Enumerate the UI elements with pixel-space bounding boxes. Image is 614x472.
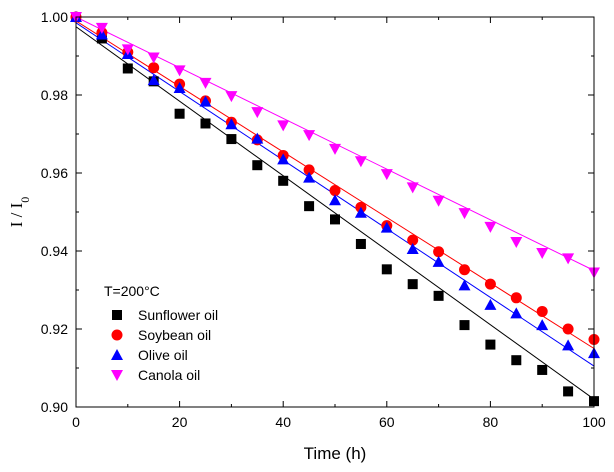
y-tick-label: 0.94	[41, 243, 68, 259]
data-point-canola-oil	[432, 195, 445, 207]
x-axis-title: Time (h)	[304, 444, 367, 463]
data-point-sunflower-oil	[252, 160, 263, 171]
x-tick-label: 80	[483, 414, 499, 430]
data-point-olive-oil	[562, 339, 575, 351]
fit-line-sunflower-oil	[75, 26, 595, 400]
data-point-soybean-oil	[433, 246, 445, 258]
legend-marker-soybean-oil	[111, 329, 123, 341]
legend-title: T=200°C	[104, 283, 160, 299]
legend-marker-sunflower-oil	[112, 310, 122, 320]
data-point-olive-oil	[406, 243, 419, 255]
data-point-olive-oil	[173, 81, 186, 93]
data-point-soybean-oil	[303, 164, 315, 176]
data-point-olive-oil	[354, 206, 367, 218]
y-axis-title: I / I0	[7, 197, 32, 228]
data-point-canola-oil	[354, 156, 367, 168]
legend-marker-olive-oil	[111, 349, 123, 360]
data-point-olive-oil	[251, 132, 264, 144]
data-point-canola-oil	[329, 143, 341, 155]
data-point-canola-oil	[199, 77, 212, 89]
x-tick-label: 60	[379, 414, 395, 430]
data-point-canola-oil	[251, 107, 264, 119]
data-point-olive-oil	[277, 153, 290, 165]
data-point-canola-oil	[303, 130, 316, 142]
data-point-sunflower-oil	[381, 264, 392, 275]
data-point-sunflower-oil	[330, 214, 340, 225]
data-point-sunflower-oil	[563, 386, 574, 397]
y-tick-label: 0.90	[41, 399, 68, 415]
data-point-sunflower-oil	[407, 279, 418, 290]
data-point-canola-oil	[406, 182, 419, 194]
data-point-sunflower-oil	[459, 320, 470, 331]
data-point-canola-oil	[510, 237, 523, 249]
x-tick-label: 0	[72, 414, 80, 430]
data-point-sunflower-oil	[433, 290, 444, 301]
x-tick-label: 20	[172, 414, 188, 430]
data-point-olive-oil	[458, 279, 471, 291]
data-point-canola-oil	[458, 208, 471, 220]
data-point-canola-oil	[95, 22, 108, 34]
y-tick-label: 1.00	[41, 9, 68, 25]
data-point-olive-oil	[510, 307, 523, 319]
y-tick-label: 0.92	[41, 321, 68, 337]
data-point-olive-oil	[303, 171, 316, 183]
legend-label-sunflower-oil: Sunflower oil	[138, 307, 218, 323]
data-point-olive-oil	[380, 221, 393, 233]
data-point-olive-oil	[329, 194, 341, 206]
data-point-canola-oil	[536, 247, 549, 259]
data-point-canola-oil	[121, 44, 134, 56]
data-point-olive-oil	[536, 319, 549, 331]
x-tick-label: 100	[582, 414, 606, 430]
data-point-sunflower-oil	[511, 355, 522, 366]
legend-label-olive-oil: Olive oil	[138, 347, 188, 363]
data-point-canola-oil	[225, 91, 238, 103]
data-point-olive-oil	[95, 28, 108, 40]
data-point-sunflower-oil	[226, 134, 237, 145]
data-point-canola-oil	[380, 169, 393, 181]
data-point-soybean-oil	[536, 305, 548, 317]
data-point-olive-oil	[147, 74, 160, 86]
data-point-sunflower-oil	[485, 339, 496, 350]
legend: T=200°C Sunflower oil Soybean oil Olive oi…	[104, 283, 218, 383]
data-point-sunflower-oil	[278, 175, 289, 186]
data-point-soybean-oil	[484, 278, 496, 290]
data-point-olive-oil	[225, 118, 238, 130]
data-point-sunflower-oil	[174, 108, 185, 119]
data-point-soybean-oil	[329, 185, 341, 197]
data-point-canola-oil	[562, 253, 575, 265]
data-point-sunflower-oil	[537, 364, 548, 375]
legend-label-canola-oil: Canola oil	[138, 367, 200, 383]
legend-marker-canola-oil	[111, 370, 123, 381]
fit-line-soybean-oil	[75, 20, 595, 349]
data-point-canola-oil	[147, 52, 160, 64]
data-point-soybean-oil	[562, 323, 574, 335]
data-point-canola-oil	[484, 221, 497, 233]
fit-line-canola-oil	[75, 16, 595, 271]
data-point-olive-oil	[484, 298, 497, 310]
data-point-sunflower-oil	[200, 118, 211, 129]
y-tick-label: 0.98	[41, 87, 68, 103]
data-point-soybean-oil	[510, 292, 522, 304]
data-point-soybean-oil	[407, 234, 419, 246]
axis-ticks-layer: 0 20 40 60 80 100 0.90 0.92 0.94 0.96 0.98 1.00	[41, 9, 606, 430]
data-point-olive-oil	[432, 255, 445, 267]
data-point-sunflower-oil	[304, 201, 315, 212]
x-tick-label: 40	[275, 414, 291, 430]
data-point-olive-oil	[199, 95, 212, 107]
data-point-sunflower-oil	[122, 63, 133, 74]
data-point-canola-oil	[173, 65, 186, 77]
data-point-sunflower-oil	[355, 238, 366, 249]
data-point-soybean-oil	[148, 62, 160, 74]
legend-label-soybean-oil: Soybean oil	[138, 327, 211, 343]
data-point-canola-oil	[277, 120, 290, 132]
data-point-soybean-oil	[459, 264, 470, 276]
y-tick-label: 0.96	[41, 165, 68, 181]
